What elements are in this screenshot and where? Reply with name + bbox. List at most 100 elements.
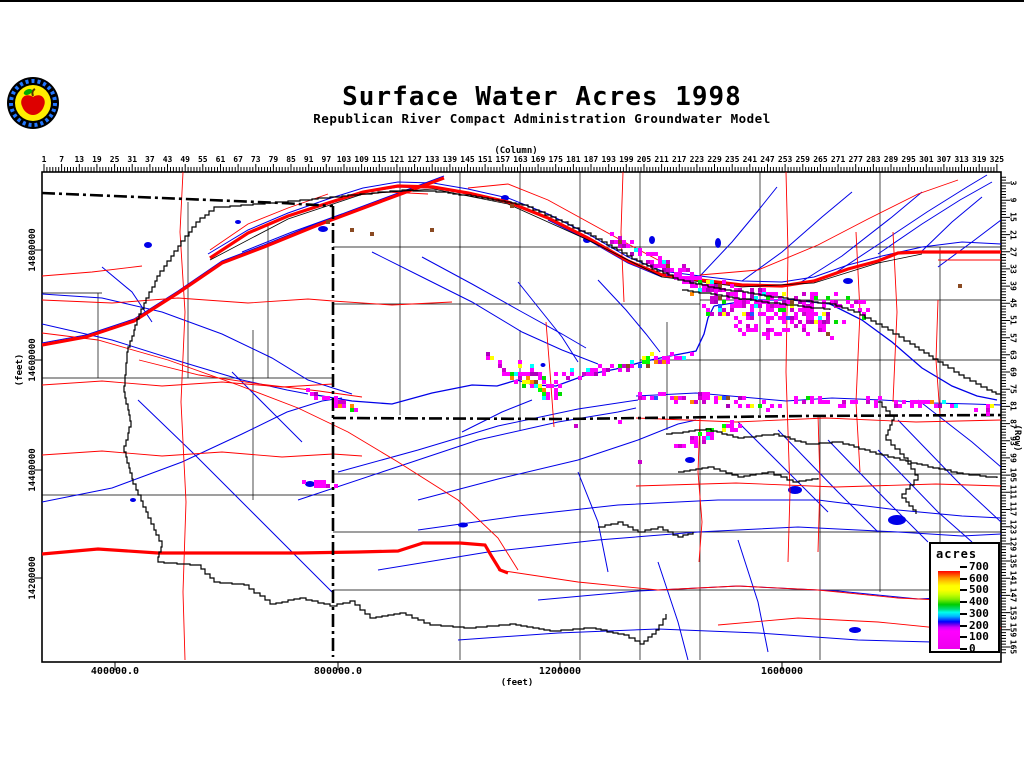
column-tick-label: 229 bbox=[707, 155, 722, 164]
corridor-rail-line bbox=[209, 188, 923, 288]
column-tick-label: 211 bbox=[654, 155, 669, 164]
page-subtitle: Republican River Compact Administration … bbox=[313, 111, 771, 126]
column-tick-label: 259 bbox=[795, 155, 810, 164]
legend-tick-value: 400 bbox=[969, 595, 989, 609]
model-boundary-path bbox=[682, 289, 831, 310]
column-tick-label: 271 bbox=[830, 155, 846, 164]
column-tick-label: 19 bbox=[92, 155, 102, 164]
lakes-layer bbox=[130, 195, 906, 633]
column-tick-label: 109 bbox=[354, 155, 369, 164]
legend-tick-mark bbox=[960, 601, 967, 604]
column-tick-label: 91 bbox=[303, 155, 314, 164]
map-frame bbox=[41, 171, 1002, 663]
column-tick-label: 313 bbox=[954, 155, 969, 164]
legend-tick-mark bbox=[960, 636, 967, 639]
column-tick-label: 7 bbox=[59, 155, 65, 164]
column-tick-label: 295 bbox=[901, 155, 916, 164]
model-boundary-path bbox=[878, 401, 919, 514]
x-tick-label: 800000.0 bbox=[313, 666, 363, 677]
column-tick-label: 85 bbox=[286, 155, 296, 164]
column-tick-label: 265 bbox=[813, 155, 828, 164]
legend-title: acres bbox=[936, 547, 978, 561]
acres-legend: acres 700 600 500 400 300 200 100 0 bbox=[929, 542, 1000, 655]
legend-tick-mark bbox=[960, 589, 967, 592]
model-boundary-path bbox=[666, 428, 998, 478]
legend-tick-value: 600 bbox=[969, 571, 989, 585]
column-tick-label: 103 bbox=[336, 155, 352, 164]
column-tick-label: 133 bbox=[424, 155, 440, 164]
column-tick-label: 121 bbox=[389, 155, 405, 164]
column-tick-label: 193 bbox=[601, 155, 616, 164]
column-tick-label: 73 bbox=[250, 155, 261, 164]
column-tick-label: 79 bbox=[268, 155, 279, 164]
column-tick-label: 67 bbox=[233, 155, 243, 164]
legend-tick-mark bbox=[960, 577, 967, 580]
legend-tick-value: 0 bbox=[969, 641, 976, 655]
legend-tick-value: 500 bbox=[969, 583, 989, 597]
column-tick-label: 181 bbox=[566, 155, 581, 164]
legend-tick-value: 700 bbox=[969, 560, 989, 573]
column-tick-label: 199 bbox=[619, 155, 634, 164]
column-tick-label: 175 bbox=[548, 155, 563, 164]
column-tick-label: 97 bbox=[321, 155, 332, 164]
state-border-layer bbox=[42, 191, 1001, 657]
column-tick-label: 1 bbox=[41, 155, 47, 164]
legend-tick-value: 300 bbox=[969, 606, 989, 620]
column-tick-label: 139 bbox=[442, 155, 458, 164]
legend-tick-value: 100 bbox=[969, 630, 989, 644]
column-tick-label: 325 bbox=[989, 155, 1005, 164]
legend-tick-mark bbox=[960, 624, 967, 627]
column-tick-label: 25 bbox=[109, 155, 120, 164]
x-axis-title: (feet) bbox=[500, 678, 534, 688]
x-tick-label: 1200000 bbox=[538, 666, 582, 677]
column-tick-label: 247 bbox=[760, 155, 775, 164]
model-boundary-path bbox=[218, 189, 1001, 396]
column-tick-label: 61 bbox=[215, 155, 226, 164]
column-tick-label: 205 bbox=[636, 155, 652, 164]
column-tick-label: 157 bbox=[495, 155, 511, 164]
column-tick-label: 283 bbox=[866, 155, 881, 164]
column-tick-label: 145 bbox=[460, 155, 475, 164]
column-tick-label: 169 bbox=[530, 155, 546, 164]
model-boundary-layer bbox=[123, 189, 1001, 645]
column-tick-label: 319 bbox=[972, 155, 987, 164]
column-tick-label: 163 bbox=[513, 155, 528, 164]
column-tick-label: 31 bbox=[127, 155, 138, 164]
model-boundary-path bbox=[123, 206, 667, 645]
column-tick-label: 151 bbox=[477, 155, 493, 164]
column-axis-title: (Column) bbox=[494, 146, 538, 156]
legend-tick-mark bbox=[960, 612, 967, 615]
column-tick-label: 235 bbox=[724, 155, 740, 164]
column-tick-label: 301 bbox=[919, 155, 934, 164]
page-title: Surface Water Acres 1998 bbox=[342, 82, 742, 112]
rivers-layer bbox=[42, 174, 1001, 661]
model-boundary-path bbox=[678, 466, 819, 483]
column-tick-label: 223 bbox=[689, 155, 705, 164]
apple-seal-icon bbox=[7, 77, 59, 129]
model-boundary-path bbox=[598, 521, 694, 538]
legend-tick-value: 200 bbox=[969, 618, 989, 632]
thin-roads-layer bbox=[42, 172, 1001, 661]
highways-layer bbox=[42, 176, 1001, 575]
column-tick-label: 307 bbox=[936, 155, 952, 164]
x-tick-label: 400000.0 bbox=[90, 666, 140, 677]
surface-water-cells-layer bbox=[302, 204, 994, 488]
column-tick-label: 49 bbox=[180, 155, 190, 164]
column-tick-label: 241 bbox=[742, 155, 758, 164]
agency-seal-logo bbox=[6, 76, 60, 130]
legend-tick-mark bbox=[960, 566, 967, 568]
window-top-border bbox=[0, 0, 1024, 2]
column-tick-label: 115 bbox=[372, 155, 387, 164]
column-tick-label: 187 bbox=[583, 155, 599, 164]
column-tick-label: 43 bbox=[162, 155, 173, 164]
legend-color-ramp bbox=[938, 571, 960, 649]
column-tick-label: 37 bbox=[145, 155, 155, 164]
column-tick-label: 13 bbox=[74, 155, 85, 164]
column-tick-label: 55 bbox=[197, 155, 208, 164]
legend-tick-mark bbox=[960, 647, 967, 650]
column-tick-label: 217 bbox=[672, 155, 687, 164]
column-tick-label: 289 bbox=[883, 155, 899, 164]
column-tick-label: 277 bbox=[848, 155, 863, 164]
